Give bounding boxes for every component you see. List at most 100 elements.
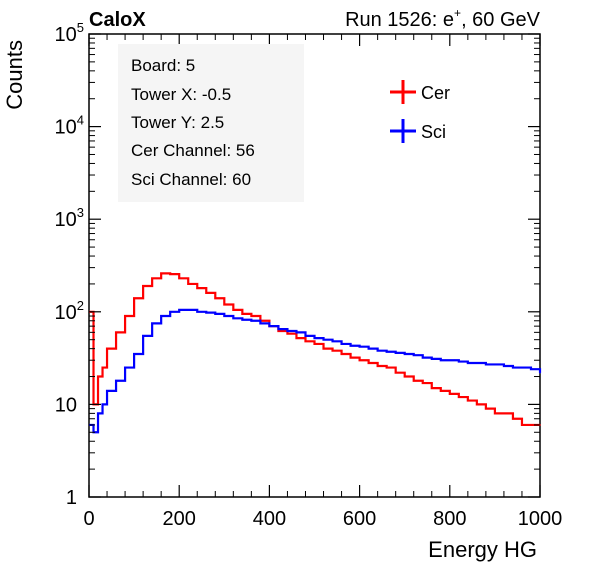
data-point-cer — [489, 407, 492, 410]
data-point-sci — [246, 318, 248, 321]
data-point-sci — [471, 362, 474, 364]
data-point-sci — [381, 349, 383, 352]
legend: Cer Sci — [390, 80, 450, 143]
data-point-sci — [336, 340, 338, 343]
data-point-cer — [354, 356, 356, 359]
data-point-sci — [480, 362, 483, 364]
data-point-cer — [237, 309, 239, 311]
x-tick-label: 1000 — [518, 508, 563, 530]
y-tick-label: 105 — [55, 20, 84, 46]
data-point-cer — [426, 382, 429, 384]
data-point-sci — [273, 325, 275, 327]
data-point-sci — [191, 309, 194, 311]
info-board: Board: 5 — [131, 56, 195, 75]
x-tick-label: 600 — [343, 508, 376, 530]
series-line-cer — [89, 272, 540, 427]
data-point-sci — [462, 360, 465, 363]
run-superscript: + — [454, 6, 461, 20]
series-cer — [89, 272, 541, 427]
x-tick-label: 0 — [83, 508, 94, 530]
y-tick-label: 103 — [55, 205, 84, 231]
data-point-cer — [218, 297, 221, 300]
data-point-cer — [182, 277, 185, 280]
data-point-sci — [345, 343, 347, 345]
data-point-sci — [264, 322, 266, 325]
data-point-cer — [480, 403, 483, 406]
data-point-cer — [444, 390, 447, 392]
data-point-cer — [462, 396, 465, 398]
data-point-cer — [435, 387, 438, 389]
data-point-cer — [399, 371, 401, 374]
x-tick-label: 400 — [253, 508, 286, 530]
info-box — [118, 44, 304, 202]
plot-area — [88, 33, 541, 498]
data-point-cer — [336, 349, 338, 352]
data-point-sci — [300, 331, 302, 334]
data-point-sci — [435, 358, 438, 360]
data-point-sci — [539, 371, 541, 374]
y-tick-label: 1 — [66, 487, 77, 509]
info-sci-channel: Sci Channel: 60 — [131, 170, 251, 189]
data-point-sci — [408, 353, 411, 355]
run-label: Run 1526: e+, 60 GeV — [345, 6, 541, 31]
data-point-cer — [507, 412, 510, 415]
data-point-sci — [525, 366, 528, 369]
data-point-cer — [417, 379, 420, 382]
legend-cer-marker — [390, 80, 416, 104]
data-point-sci — [327, 338, 329, 341]
data-point-cer — [228, 303, 230, 306]
data-point-cer — [372, 362, 374, 364]
data-point-sci — [119, 379, 122, 382]
info-tower-y: Tower Y: 2.5 — [131, 113, 224, 132]
data-point-cer — [327, 347, 329, 350]
x-axis-title: Energy HG — [428, 537, 537, 562]
data-point-sci — [498, 363, 501, 366]
data-point-cer — [155, 277, 158, 280]
data-point-sci — [354, 344, 356, 347]
data-point-cer — [128, 315, 131, 317]
info-tower-x: Tower X: -0.5 — [131, 85, 231, 104]
y-tick-label: 102 — [55, 298, 84, 324]
data-point-sci — [103, 403, 106, 406]
data-point-cer — [390, 366, 392, 369]
data-point-cer — [146, 285, 149, 287]
data-point-sci — [209, 311, 212, 314]
data-point-sci — [182, 309, 185, 311]
data-point-sci — [363, 345, 365, 348]
data-point-sci — [426, 356, 429, 359]
data-point-sci — [516, 366, 519, 369]
data-point-cer — [282, 330, 284, 332]
data-point-cer — [119, 331, 122, 334]
data-point-sci — [218, 313, 221, 315]
data-point-cer — [525, 424, 528, 426]
info-cer-channel: Cer Channel: 56 — [131, 141, 255, 160]
data-point-cer — [191, 283, 194, 285]
data-point-cer — [471, 399, 474, 402]
data-point-cer — [246, 313, 248, 315]
series-line-sci — [89, 308, 542, 434]
experiment-label: CaloX — [89, 9, 146, 31]
data-point-cer — [516, 417, 519, 420]
data-point-sci — [110, 390, 113, 392]
x-tick-label: 200 — [163, 508, 196, 530]
data-point-sci — [390, 350, 392, 353]
data-point-cer — [99, 375, 102, 378]
data-point-cer — [255, 315, 257, 317]
y-tick-label: 10 — [55, 394, 77, 416]
data-point-cer — [200, 287, 203, 289]
data-point-sci — [444, 359, 447, 362]
data-point-cer — [345, 353, 347, 355]
series-sci — [89, 308, 542, 434]
data-point-sci — [128, 366, 131, 369]
run-prefix: Run 1526: e — [345, 9, 454, 31]
data-point-cer — [110, 347, 113, 350]
data-point-sci — [534, 368, 537, 370]
data-point-sci — [318, 337, 320, 339]
data-point-cer — [209, 292, 212, 294]
data-point-sci — [155, 322, 158, 325]
legend-sci-marker — [390, 119, 416, 143]
data-point-cer — [363, 359, 365, 362]
data-point-cer — [498, 412, 501, 415]
data-point-cer — [103, 366, 106, 369]
